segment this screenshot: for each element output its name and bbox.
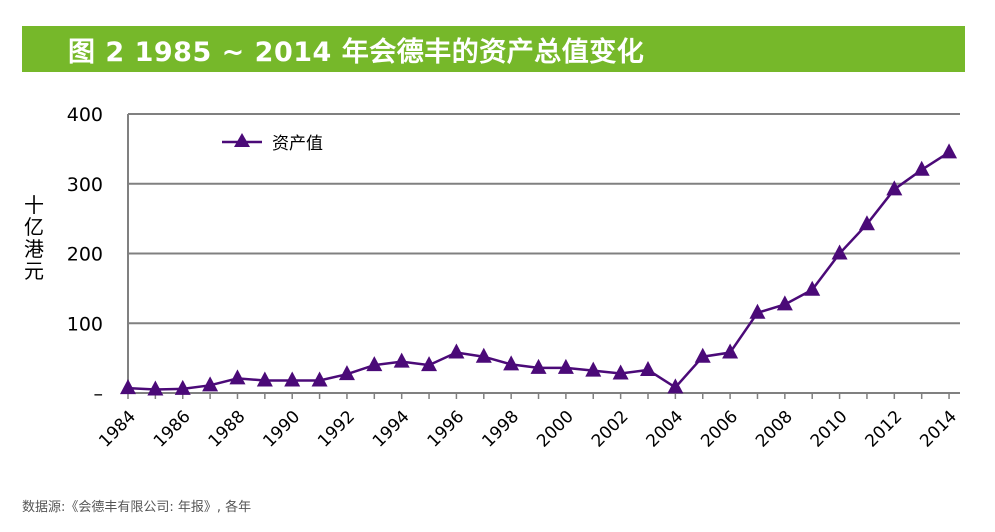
data-point <box>941 143 958 159</box>
data-point <box>913 160 930 176</box>
data-point <box>585 361 602 377</box>
data-point <box>886 180 903 196</box>
data-point <box>311 371 328 387</box>
data-point <box>421 356 438 372</box>
x-tick-label: 1998 <box>478 407 523 452</box>
legend-label: 资产值 <box>272 134 323 154</box>
x-tick-label: 1984 <box>95 407 140 452</box>
data-point <box>393 352 410 368</box>
x-tick-label: 2006 <box>697 407 742 452</box>
x-tick-label: 1992 <box>314 407 359 452</box>
y-axis-label-char: 亿 <box>24 215 44 239</box>
y-tick-label: – <box>94 383 104 405</box>
data-point <box>366 356 383 372</box>
data-point <box>749 303 766 319</box>
data-point <box>202 376 219 392</box>
y-tick-label: 100 <box>67 313 103 335</box>
data-point <box>776 295 793 311</box>
data-point <box>174 379 191 395</box>
x-tick-label: 2004 <box>643 407 688 452</box>
series-line <box>127 151 950 391</box>
data-point <box>147 380 164 396</box>
y-axis-label-char: 港 <box>24 237 44 261</box>
x-tick-label: 1988 <box>205 407 250 452</box>
x-tick-label: 1994 <box>369 407 414 452</box>
y-tick-label: 300 <box>67 174 103 196</box>
data-point <box>722 343 739 359</box>
data-point <box>530 358 547 374</box>
data-point <box>640 360 656 376</box>
data-point <box>557 358 574 374</box>
y-axis-label-char: 十 <box>24 193 44 217</box>
x-tick-label: 2008 <box>752 407 797 452</box>
data-point <box>448 343 465 359</box>
data-point <box>284 371 301 387</box>
legend-marker <box>234 133 250 147</box>
data-point <box>831 244 848 260</box>
data-point <box>667 378 684 394</box>
y-axis-label-char: 元 <box>24 259 44 283</box>
data-point <box>858 215 875 231</box>
y-axis-label: 十亿港元 <box>24 193 44 283</box>
data-point <box>503 355 520 371</box>
x-tick-label: 2012 <box>862 407 907 452</box>
x-tick-label: 2010 <box>807 407 852 452</box>
source-note: 数据源:《会德丰有限公司: 年报》, 各年 <box>22 500 252 515</box>
data-point <box>256 371 273 387</box>
x-tick-label: 1986 <box>150 407 195 452</box>
data-point <box>694 347 711 363</box>
x-tick-label: 1990 <box>259 407 304 452</box>
data-point <box>804 280 821 296</box>
y-tick-label: 400 <box>67 104 103 126</box>
data-point <box>475 347 492 363</box>
data-point <box>120 379 136 395</box>
data-point <box>229 369 246 385</box>
title-bar: 图 2 1985 ~ 2014 年会德丰的资产总值变化 <box>22 26 965 72</box>
data-point <box>612 364 629 380</box>
x-tick-label: 2014 <box>916 407 961 452</box>
chart-title: 图 2 1985 ~ 2014 年会德丰的资产总值变化 <box>68 36 645 68</box>
data-point <box>338 365 355 381</box>
y-tick-label: 200 <box>67 244 103 266</box>
x-tick-label: 2000 <box>533 407 578 452</box>
x-tick-label: 1996 <box>424 407 469 452</box>
x-tick-label: 2002 <box>588 407 633 452</box>
